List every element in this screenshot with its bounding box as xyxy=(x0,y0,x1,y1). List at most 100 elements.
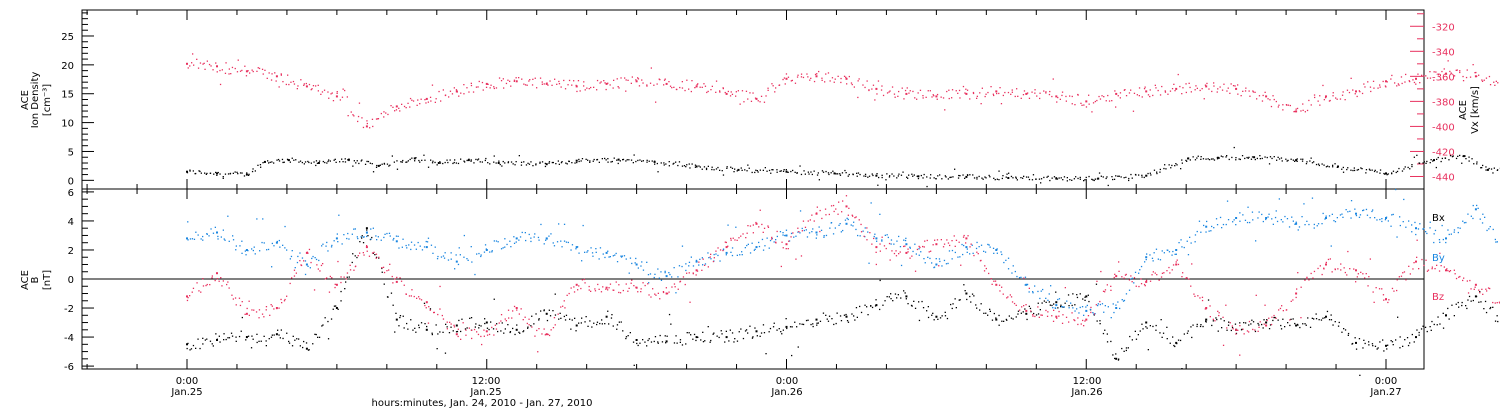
bx-dot xyxy=(1115,353,1117,355)
ion-density-dot xyxy=(988,174,990,177)
bz-dot xyxy=(782,247,784,249)
by-dot xyxy=(812,228,814,230)
bx-dot xyxy=(720,330,722,332)
ion-density-dot xyxy=(489,163,491,165)
ion-density-dot xyxy=(1225,156,1227,158)
vx-dot xyxy=(1440,79,1442,81)
bx-dot xyxy=(816,324,818,326)
vx-dot xyxy=(1459,70,1461,72)
by-dot xyxy=(304,273,307,276)
bx-dot xyxy=(860,311,863,314)
bx-dot xyxy=(897,294,899,296)
ion-density-dot xyxy=(1143,176,1145,179)
bz-dot xyxy=(1448,270,1451,273)
vx-point xyxy=(695,85,698,88)
vx-dot xyxy=(224,72,227,74)
by-dot xyxy=(741,254,743,256)
bz-dot xyxy=(543,328,545,330)
ion-density-point xyxy=(1097,177,1100,180)
ion-density-dot xyxy=(1085,176,1087,179)
bz-dot xyxy=(1426,270,1429,272)
ion-density-dot xyxy=(523,161,525,163)
vx-dot xyxy=(668,81,670,83)
ion-density-dot xyxy=(578,160,580,163)
bottom-left-tick-label: -2 xyxy=(64,304,74,315)
ion-density-dot xyxy=(267,160,269,162)
bx-dot xyxy=(1379,341,1381,343)
by-dot xyxy=(823,236,825,238)
ion-density-dot xyxy=(1356,169,1358,171)
ion-density-dot xyxy=(1015,177,1017,179)
vx-dot xyxy=(563,79,565,82)
ion-density-dot xyxy=(1197,155,1199,157)
ion-density-dot xyxy=(481,161,483,163)
ion-density-dot xyxy=(281,158,284,161)
by-dot xyxy=(1155,248,1158,250)
by-dot xyxy=(746,244,748,247)
bx-dot xyxy=(1117,359,1120,361)
vx-dot xyxy=(1352,89,1354,91)
bz-dot xyxy=(1463,277,1465,279)
bx-dot xyxy=(1468,295,1471,298)
ion-density-dot xyxy=(954,168,956,170)
vx-dot xyxy=(372,125,374,128)
vx-dot xyxy=(256,70,258,72)
bz-dot xyxy=(615,281,617,283)
ion-density-dot xyxy=(1111,176,1113,178)
bz-dot xyxy=(437,313,439,316)
bx-dot xyxy=(905,298,907,300)
bx-dot xyxy=(292,335,294,337)
ion-density-dot xyxy=(1452,155,1454,157)
ion-density-dot xyxy=(518,155,520,157)
bz-dot xyxy=(491,326,493,329)
by-dot xyxy=(1138,272,1140,274)
bx-dot xyxy=(189,349,191,351)
by-dot xyxy=(961,243,963,246)
ion-density-dot xyxy=(1069,179,1071,181)
bx-dot xyxy=(846,320,849,322)
bz-dot xyxy=(1201,299,1204,302)
ion-density-dot xyxy=(344,158,346,160)
ion-density-dot xyxy=(1310,157,1312,159)
ion-density-dot xyxy=(561,161,563,163)
vx-dot xyxy=(296,88,298,90)
bz-dot xyxy=(211,277,213,279)
vx-dot xyxy=(1415,83,1417,85)
bz-dot xyxy=(990,278,992,280)
by-dot xyxy=(235,249,237,251)
by-dot xyxy=(933,266,936,268)
vx-dot xyxy=(681,81,683,83)
bx-dot xyxy=(1383,350,1385,352)
ion-density-dot xyxy=(1398,167,1400,170)
by-dot xyxy=(278,239,280,242)
by-dot xyxy=(736,254,738,256)
vx-dot xyxy=(904,89,907,92)
vx-dot xyxy=(380,112,382,115)
bz-dot xyxy=(809,219,811,221)
ion-density-point xyxy=(1253,156,1256,159)
bx-dot xyxy=(989,310,991,312)
vx-dot xyxy=(893,93,896,95)
vx-dot xyxy=(1143,88,1146,90)
ion-density-dot xyxy=(436,164,438,166)
ion-density-dot xyxy=(947,178,949,180)
vx-dot xyxy=(750,100,753,102)
by-dot xyxy=(1463,222,1466,224)
by-point xyxy=(1085,309,1088,312)
by-dot xyxy=(388,232,391,234)
bz-dot xyxy=(949,244,951,247)
bz-dot xyxy=(446,328,448,330)
ion-density-dot xyxy=(1353,167,1355,169)
bz-dot xyxy=(1222,316,1224,318)
bz-point xyxy=(1115,275,1118,278)
by-dot xyxy=(227,215,229,217)
ion-density-dot xyxy=(1292,159,1294,161)
vx-dot xyxy=(383,116,385,118)
bz-dot xyxy=(895,250,897,252)
bz-dot xyxy=(291,277,293,279)
bx-dot xyxy=(270,336,273,338)
vx-dot xyxy=(1211,90,1213,93)
by-dot xyxy=(1139,269,1141,271)
ion-density-dot xyxy=(1386,174,1388,176)
bx-dot xyxy=(1292,318,1294,320)
